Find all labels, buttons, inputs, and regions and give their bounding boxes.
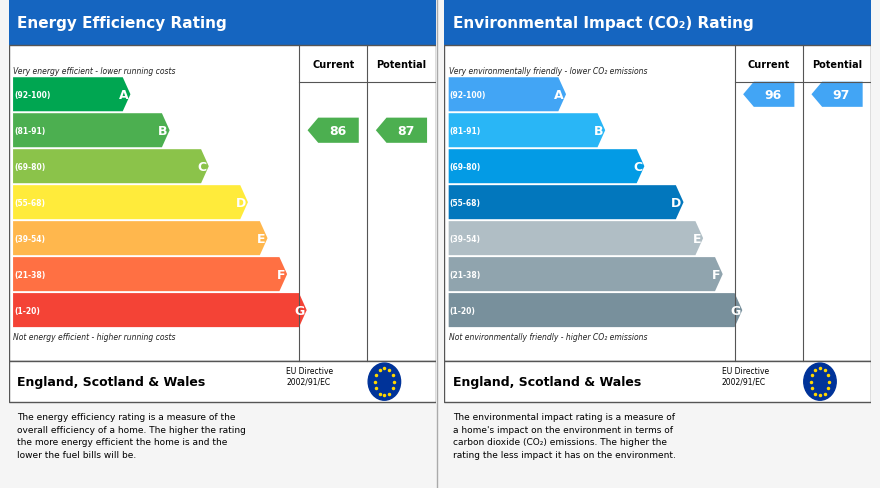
Text: Potential: Potential bbox=[812, 60, 862, 70]
Text: D: D bbox=[236, 196, 246, 209]
Text: C: C bbox=[633, 161, 642, 173]
Text: (55-68): (55-68) bbox=[14, 198, 45, 207]
Polygon shape bbox=[376, 119, 427, 143]
Bar bbox=[444, 361, 871, 403]
Text: 86: 86 bbox=[329, 124, 346, 138]
Text: (1-20): (1-20) bbox=[14, 306, 40, 315]
Polygon shape bbox=[13, 150, 209, 184]
Text: E: E bbox=[693, 232, 701, 245]
Text: D: D bbox=[671, 196, 681, 209]
Text: (69-80): (69-80) bbox=[450, 163, 480, 171]
Text: (39-54): (39-54) bbox=[14, 234, 45, 243]
FancyBboxPatch shape bbox=[444, 0, 871, 46]
Text: F: F bbox=[712, 268, 721, 281]
Text: (81-91): (81-91) bbox=[14, 126, 45, 136]
Text: E: E bbox=[257, 232, 266, 245]
Text: Potential: Potential bbox=[377, 60, 427, 70]
Text: B: B bbox=[594, 124, 603, 138]
Text: Not environmentally friendly - higher CO₂ emissions: Not environmentally friendly - higher CO… bbox=[449, 332, 647, 341]
Text: (1-20): (1-20) bbox=[450, 306, 475, 315]
Polygon shape bbox=[308, 119, 359, 143]
Text: England, Scotland & Wales: England, Scotland & Wales bbox=[453, 375, 642, 388]
Text: Current: Current bbox=[312, 60, 355, 70]
Text: A: A bbox=[554, 88, 564, 102]
FancyBboxPatch shape bbox=[9, 0, 436, 46]
Bar bbox=[444, 46, 871, 361]
Polygon shape bbox=[449, 222, 703, 256]
Circle shape bbox=[803, 363, 836, 400]
Text: The energy efficiency rating is a measure of the
overall efficiency of a home. T: The energy efficiency rating is a measur… bbox=[18, 412, 246, 459]
Text: (39-54): (39-54) bbox=[450, 234, 480, 243]
Polygon shape bbox=[449, 186, 684, 220]
Text: EU Directive
2002/91/EC: EU Directive 2002/91/EC bbox=[286, 366, 334, 386]
Text: (92-100): (92-100) bbox=[14, 91, 50, 100]
Bar bbox=[9, 361, 436, 403]
Circle shape bbox=[368, 363, 400, 400]
Text: (21-38): (21-38) bbox=[450, 270, 480, 279]
Text: (92-100): (92-100) bbox=[450, 91, 486, 100]
Polygon shape bbox=[13, 258, 287, 291]
Polygon shape bbox=[13, 186, 248, 220]
Polygon shape bbox=[449, 114, 605, 148]
Polygon shape bbox=[743, 82, 795, 108]
Text: Energy Efficiency Rating: Energy Efficiency Rating bbox=[18, 16, 227, 31]
Text: 96: 96 bbox=[765, 88, 781, 102]
Text: F: F bbox=[276, 268, 285, 281]
Text: Environmental Impact (CO₂) Rating: Environmental Impact (CO₂) Rating bbox=[453, 16, 753, 31]
Text: Very environmentally friendly - lower CO₂ emissions: Very environmentally friendly - lower CO… bbox=[449, 67, 647, 76]
Text: G: G bbox=[730, 304, 740, 317]
Text: A: A bbox=[119, 88, 128, 102]
Polygon shape bbox=[13, 222, 268, 256]
Text: (55-68): (55-68) bbox=[450, 198, 480, 207]
Polygon shape bbox=[13, 114, 170, 148]
Text: B: B bbox=[158, 124, 167, 138]
Text: (81-91): (81-91) bbox=[450, 126, 480, 136]
Polygon shape bbox=[13, 293, 307, 327]
Text: 97: 97 bbox=[832, 88, 850, 102]
Text: Very energy efficient - lower running costs: Very energy efficient - lower running co… bbox=[13, 67, 176, 76]
Text: (69-80): (69-80) bbox=[14, 163, 45, 171]
Polygon shape bbox=[449, 78, 566, 112]
Text: England, Scotland & Wales: England, Scotland & Wales bbox=[18, 375, 206, 388]
Text: C: C bbox=[197, 161, 207, 173]
Text: (21-38): (21-38) bbox=[14, 270, 45, 279]
Text: Not energy efficient - higher running costs: Not energy efficient - higher running co… bbox=[13, 332, 176, 341]
Text: G: G bbox=[294, 304, 304, 317]
Polygon shape bbox=[811, 82, 862, 108]
Bar bbox=[9, 46, 436, 361]
Polygon shape bbox=[13, 78, 130, 112]
Text: Current: Current bbox=[748, 60, 790, 70]
Text: 87: 87 bbox=[397, 124, 414, 138]
Text: The environmental impact rating is a measure of
a home's impact on the environme: The environmental impact rating is a mea… bbox=[453, 412, 676, 459]
Polygon shape bbox=[449, 258, 722, 291]
Polygon shape bbox=[449, 293, 743, 327]
Text: EU Directive
2002/91/EC: EU Directive 2002/91/EC bbox=[722, 366, 769, 386]
Polygon shape bbox=[449, 150, 644, 184]
